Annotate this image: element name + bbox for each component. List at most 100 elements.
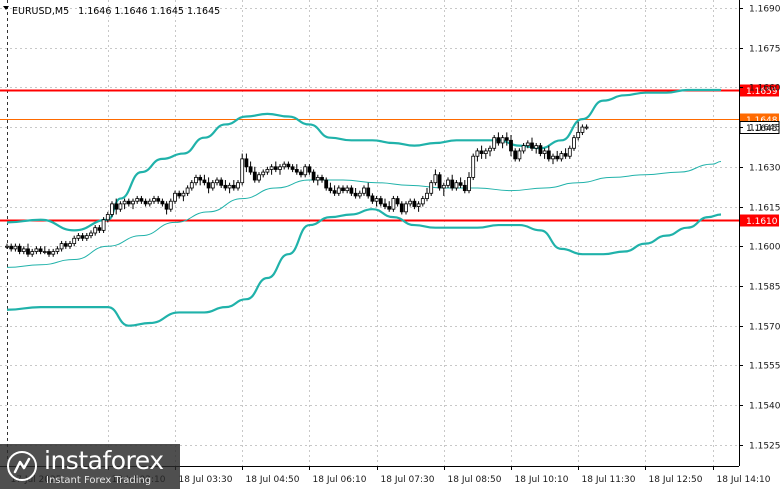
candle-body [336, 187, 341, 194]
candle-body [21, 248, 26, 252]
candle-body [164, 203, 169, 210]
candle [307, 164, 312, 175]
candle-body [9, 245, 14, 250]
candle [198, 174, 203, 186]
candle [483, 148, 488, 159]
candle [223, 180, 228, 191]
y-tick-label: 1.1555 [749, 362, 781, 372]
candle [387, 201, 392, 212]
candle-body [177, 192, 182, 197]
candle [114, 198, 119, 215]
candle [126, 198, 131, 207]
candle-body [13, 245, 18, 250]
candle-body [437, 174, 442, 189]
candle [399, 201, 404, 215]
bollinger-middle-line [6, 161, 722, 268]
candle-body [282, 163, 287, 168]
candle-body [152, 198, 156, 202]
candle-body [425, 192, 429, 199]
candle-body [454, 182, 459, 189]
candle-body [580, 126, 585, 133]
candle-body [101, 219, 106, 231]
candle-body [559, 153, 564, 160]
candle-body [538, 145, 543, 154]
candle-body [412, 200, 417, 207]
candle [273, 161, 278, 173]
candle-body [265, 169, 270, 173]
candle-body [458, 182, 463, 186]
candle [261, 169, 266, 178]
candle [328, 182, 333, 194]
price-tag-label-bid: 1.1645 [746, 124, 778, 134]
candle-body [227, 184, 232, 189]
candle [370, 193, 375, 204]
candle [13, 243, 18, 252]
candle-body [370, 195, 375, 202]
y-tick-label: 1.1660 [749, 84, 781, 94]
candle [420, 195, 425, 207]
candle-body [206, 182, 211, 189]
candle [454, 180, 459, 191]
symbol-label: EURUSD,M5 1.1646 1.1646 1.1645 1.1645 [12, 6, 220, 17]
candle-body [429, 182, 434, 194]
candle-body [185, 187, 190, 194]
candle [437, 172, 442, 191]
candle [576, 121, 581, 141]
candle [101, 217, 106, 233]
candle-body [408, 200, 413, 205]
candle-body [269, 166, 274, 170]
candle-body [30, 251, 35, 255]
candle-body [378, 198, 383, 205]
candle-body [72, 237, 77, 244]
candle [257, 172, 261, 183]
candle [416, 201, 421, 212]
candle-body [34, 248, 39, 252]
candle [542, 148, 547, 159]
candle-body [118, 203, 123, 210]
candle [345, 185, 350, 194]
candle [156, 195, 161, 204]
candle [177, 190, 182, 199]
candle [525, 140, 530, 149]
candle-body [374, 198, 379, 202]
watermark-subtitle: Instant Forex Trading [46, 475, 152, 486]
candle [181, 190, 186, 202]
candle [59, 240, 64, 252]
candle [164, 201, 169, 215]
candle-body [223, 184, 228, 189]
candle [538, 142, 543, 157]
candle [429, 180, 434, 196]
candle [517, 148, 522, 162]
candle [202, 174, 207, 186]
y-tick-label: 1.1630 [749, 164, 781, 174]
candle [105, 211, 110, 223]
candle [341, 185, 345, 194]
candle-body [345, 187, 350, 192]
candle [42, 246, 47, 255]
candle [72, 235, 77, 247]
candle [580, 124, 585, 136]
candle-body [450, 179, 455, 189]
candle [408, 198, 413, 207]
candle [446, 177, 450, 188]
candle [551, 153, 555, 165]
y-tick-label: 1.1585 [749, 283, 781, 293]
candle-body [404, 203, 408, 213]
candle-body [210, 182, 215, 189]
candle [194, 174, 198, 186]
candle [118, 201, 123, 212]
collapse-triangle-icon[interactable] [3, 6, 9, 10]
candle-body [97, 227, 102, 231]
candle [324, 177, 329, 191]
candle-body [236, 182, 240, 189]
candle-body [114, 203, 119, 210]
y-tick-label: 1.1570 [749, 323, 781, 333]
candle [34, 246, 39, 255]
candle-body [420, 198, 425, 205]
candle-body [462, 184, 467, 192]
candle-body [387, 206, 392, 210]
candle [240, 153, 245, 186]
candle-body [328, 187, 333, 192]
candle-body [475, 150, 480, 157]
